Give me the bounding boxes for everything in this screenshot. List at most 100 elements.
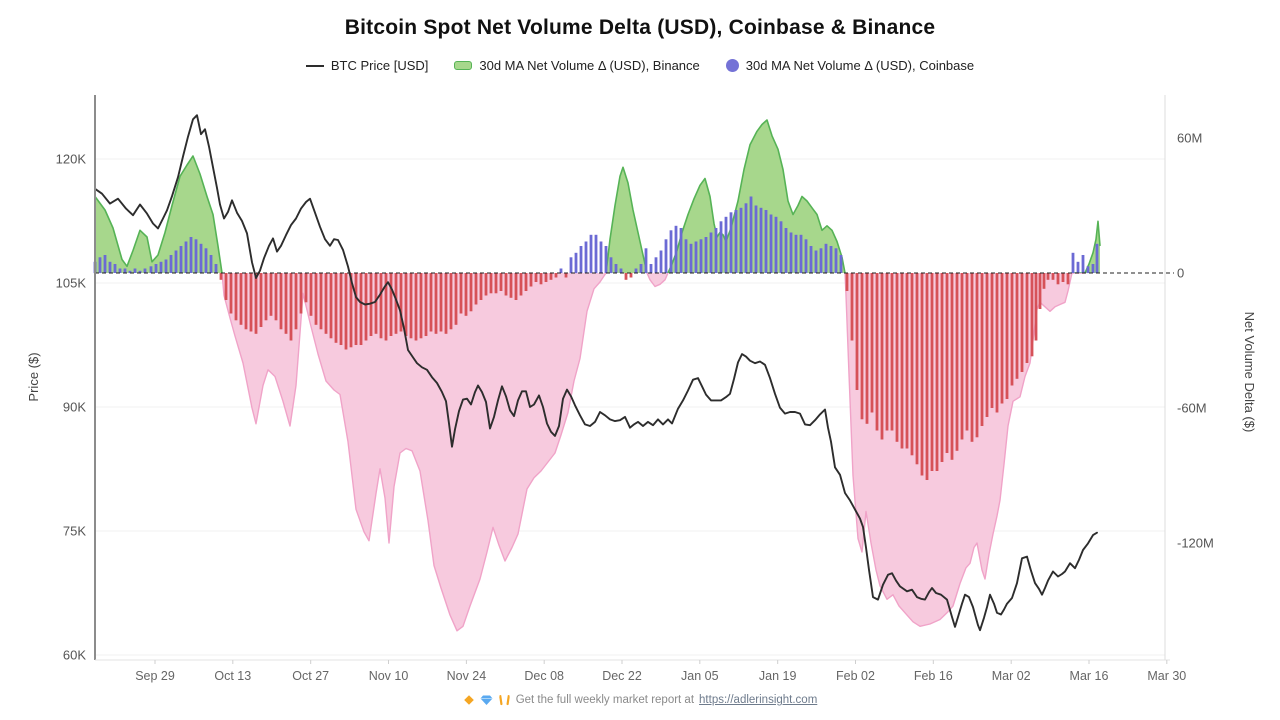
coinbase-bar bbox=[1000, 273, 1004, 404]
x-tick-label: Jan 19 bbox=[759, 669, 797, 683]
coinbase-bar bbox=[299, 273, 303, 314]
coinbase-bar bbox=[324, 273, 328, 334]
coinbase-bar bbox=[524, 273, 528, 291]
coinbase-bar bbox=[499, 273, 503, 291]
coinbase-bar bbox=[509, 273, 513, 298]
coinbase-bar bbox=[539, 273, 543, 285]
coinbase-bar bbox=[624, 273, 628, 280]
coinbase-bar bbox=[709, 232, 713, 273]
x-tick-label: Mar 16 bbox=[1070, 669, 1109, 683]
coinbase-bar bbox=[564, 273, 568, 278]
x-tick-label: Mar 30 bbox=[1147, 669, 1186, 683]
coinbase-bar bbox=[599, 241, 603, 273]
coinbase-bar bbox=[549, 273, 553, 280]
coinbase-bar bbox=[644, 248, 648, 274]
coinbase-bar bbox=[239, 273, 243, 325]
coinbase-bar bbox=[169, 255, 173, 273]
coinbase-bar bbox=[704, 237, 708, 273]
coinbase-bar bbox=[1005, 273, 1009, 399]
coinbase-bar bbox=[649, 264, 653, 273]
coinbase-bar bbox=[584, 241, 588, 273]
coinbase-bar bbox=[469, 273, 473, 312]
coinbase-bar bbox=[113, 264, 117, 273]
coinbase-bar bbox=[629, 273, 633, 278]
coinbase-bar bbox=[834, 248, 838, 274]
coinbase-bar bbox=[589, 234, 593, 274]
coinbase-bar bbox=[128, 270, 132, 274]
legend-label: BTC Price [USD] bbox=[330, 58, 429, 73]
coinbase-bar bbox=[885, 273, 889, 431]
coinbase-bar bbox=[839, 255, 843, 273]
coinbase-bar bbox=[284, 273, 288, 334]
coinbase-bar bbox=[454, 273, 458, 325]
coinbase-bar bbox=[379, 273, 383, 339]
legend-item-0[interactable]: BTC Price [USD] bbox=[305, 58, 429, 73]
coinbase-bar bbox=[1042, 273, 1046, 289]
coinbase-bar bbox=[309, 273, 313, 316]
coinbase-bar bbox=[389, 273, 393, 336]
x-tick-label: Jan 05 bbox=[681, 669, 719, 683]
footer-link[interactable]: https://adlerinsight.com bbox=[699, 694, 818, 706]
coinbase-bar bbox=[925, 273, 929, 480]
coinbase-bar bbox=[990, 273, 994, 408]
coinbase-bar bbox=[554, 273, 558, 278]
x-tick-label: Oct 27 bbox=[292, 669, 329, 683]
coinbase-bar bbox=[804, 239, 808, 274]
coinbase-bar bbox=[900, 273, 904, 449]
coinbase-bar bbox=[489, 273, 493, 294]
coinbase-bar bbox=[474, 273, 478, 305]
coinbase-bar bbox=[1025, 273, 1029, 363]
coinbase-bar bbox=[514, 273, 518, 300]
legend-item-1[interactable]: 30d MA Net Volume Δ (USD), Binance bbox=[454, 58, 700, 73]
coinbase-bar bbox=[409, 273, 413, 339]
coinbase-bar bbox=[354, 273, 358, 345]
coinbase-bar bbox=[544, 273, 548, 282]
coinbase-bar bbox=[749, 196, 753, 273]
price-tick-label: 60K bbox=[63, 648, 86, 663]
chart-title: Bitcoin Spot Net Volume Delta (USD), Coi… bbox=[344, 16, 936, 39]
x-tick-label: Feb 02 bbox=[836, 669, 875, 683]
coinbase-bar bbox=[494, 273, 498, 294]
coinbase-bar bbox=[209, 255, 213, 273]
coinbase-bar bbox=[234, 273, 238, 321]
coinbase-bar bbox=[774, 216, 778, 274]
coinbase-bar bbox=[519, 273, 523, 296]
coinbase-bar bbox=[394, 273, 398, 334]
coinbase-bar bbox=[1071, 252, 1075, 274]
coinbase-bar bbox=[920, 273, 924, 476]
coinbase-bar bbox=[809, 246, 813, 273]
coinbase-bar bbox=[1091, 264, 1095, 273]
coinbase-bar bbox=[814, 250, 818, 273]
coinbase-bar bbox=[694, 241, 698, 273]
coinbase-bar bbox=[424, 273, 428, 336]
volume-axis-title: Net Volume Delta ($) bbox=[1242, 312, 1257, 433]
coinbase-bar bbox=[399, 273, 403, 332]
price-tick-label: 105K bbox=[56, 276, 87, 291]
legend-item-2[interactable]: 30d MA Net Volume Δ (USD), Coinbase bbox=[725, 58, 975, 73]
legend-label: 30d MA Net Volume Δ (USD), Binance bbox=[479, 58, 700, 73]
coinbase-bar bbox=[384, 273, 388, 341]
coinbase-bar bbox=[534, 273, 538, 282]
coinbase-bar bbox=[289, 273, 293, 341]
coinbase-bar bbox=[164, 259, 168, 273]
footer-text: Get the full weekly market report at bbox=[515, 694, 695, 706]
coinbase-bar bbox=[224, 273, 228, 300]
coinbase-bars bbox=[93, 196, 1099, 480]
x-tick-label: Feb 16 bbox=[914, 669, 953, 683]
coinbase-bar bbox=[935, 273, 939, 471]
raised-hands-icon bbox=[498, 694, 511, 706]
coinbase-bar bbox=[434, 273, 438, 334]
legend-label: 30d MA Net Volume Δ (USD), Coinbase bbox=[745, 58, 975, 73]
coinbase-bar bbox=[1086, 266, 1090, 274]
coinbase-bar bbox=[890, 273, 894, 431]
coinbase-bar bbox=[829, 246, 833, 273]
volume-tick-label: 60M bbox=[1177, 131, 1202, 146]
coinbase-bar bbox=[364, 273, 368, 341]
coinbase-bar bbox=[103, 255, 107, 273]
coinbase-bar bbox=[374, 273, 378, 334]
coinbase-bar bbox=[229, 273, 233, 314]
coinbase-bar bbox=[459, 273, 463, 314]
coinbase-bar bbox=[674, 225, 678, 274]
coinbase-bar bbox=[604, 246, 608, 273]
